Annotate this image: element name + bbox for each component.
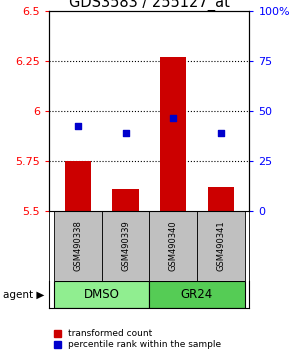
Bar [149, 281, 245, 308]
Point [123, 130, 128, 136]
Text: GR24: GR24 [181, 288, 213, 301]
Text: DMSO: DMSO [84, 288, 120, 301]
Bar [149, 211, 197, 281]
Bar [197, 211, 245, 281]
Point [171, 115, 175, 120]
Text: GSM490338: GSM490338 [73, 221, 82, 272]
Text: GSM490341: GSM490341 [216, 221, 225, 272]
Bar [160, 57, 186, 211]
Point [76, 123, 80, 129]
Bar [65, 161, 91, 211]
Bar [54, 211, 102, 281]
Bar [208, 187, 234, 211]
Text: GSM490340: GSM490340 [169, 221, 178, 272]
Bar [54, 281, 149, 308]
Text: GSM490339: GSM490339 [121, 221, 130, 272]
Bar [102, 211, 149, 281]
Legend: transformed count, percentile rank within the sample: transformed count, percentile rank withi… [54, 329, 221, 349]
Bar [113, 189, 139, 211]
Text: agent ▶: agent ▶ [3, 290, 44, 300]
Title: GDS3583 / 255127_at: GDS3583 / 255127_at [69, 0, 230, 11]
Point [218, 130, 223, 136]
